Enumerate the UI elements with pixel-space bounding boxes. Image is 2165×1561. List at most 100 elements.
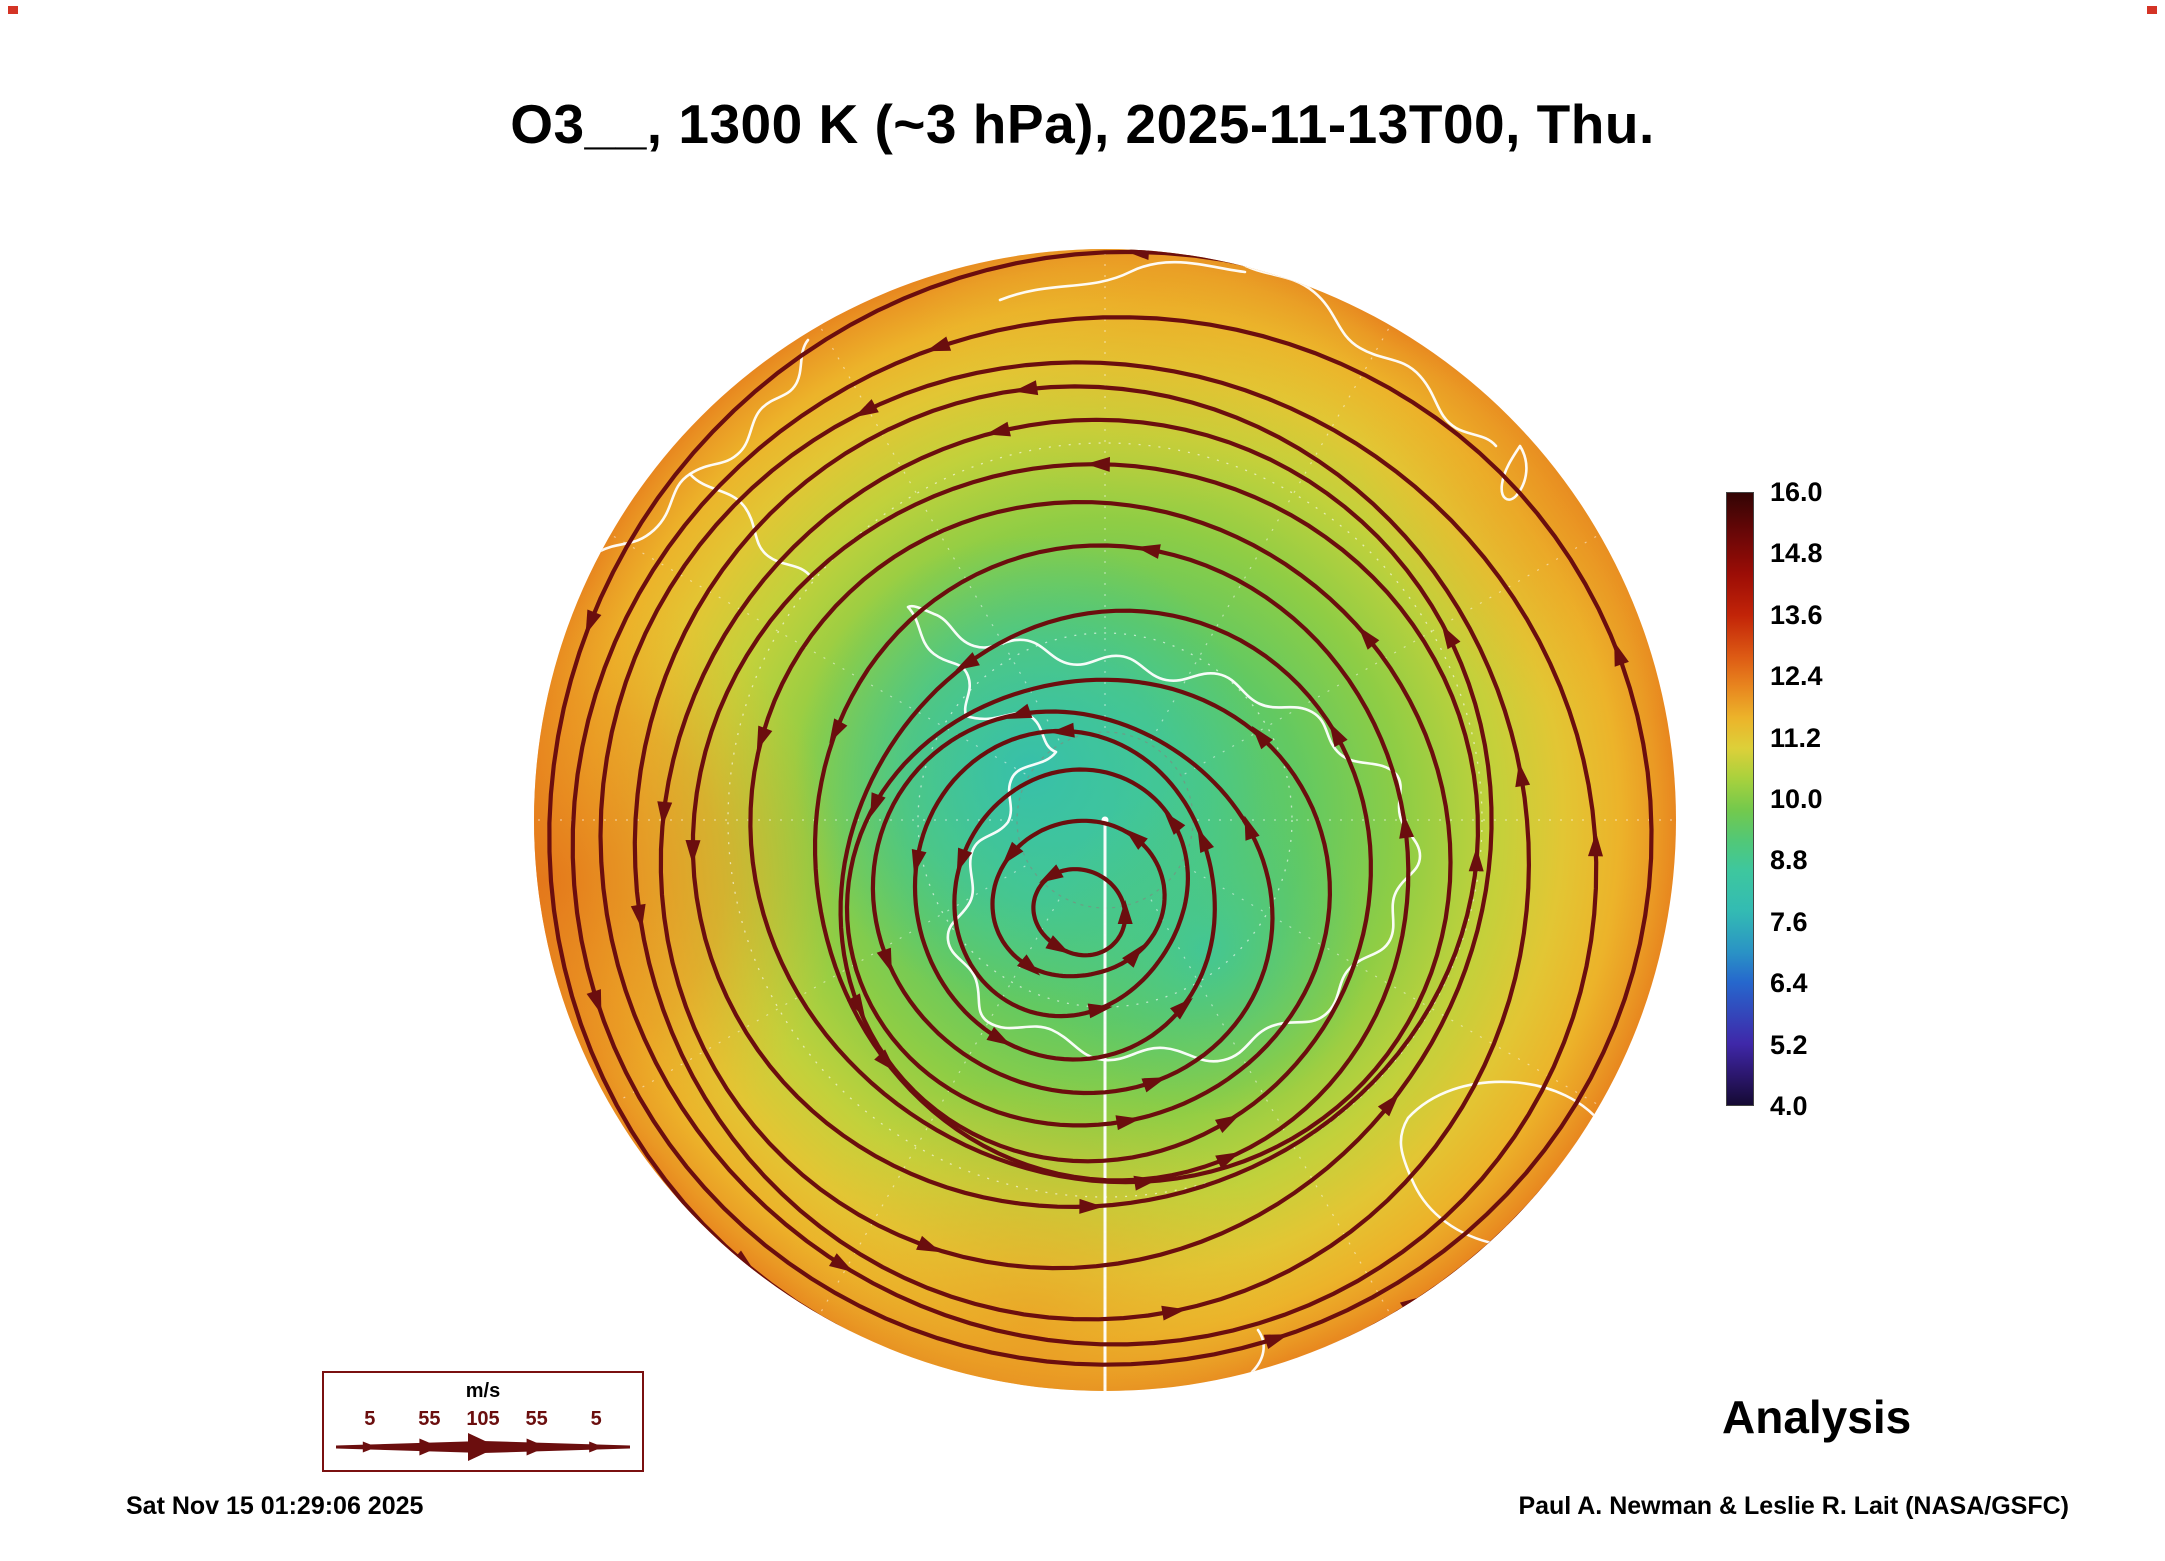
flow-arrow	[1079, 1198, 1104, 1214]
streamline-ring	[990, 818, 1167, 979]
madagascar-coast	[1500, 444, 1528, 501]
wind-legend-arrow	[362, 1441, 377, 1453]
product-label: Analysis	[1722, 1391, 1912, 1443]
flow-arrow	[586, 989, 602, 1015]
flow-arrow	[1122, 944, 1144, 968]
flow-arrow	[846, 993, 866, 1018]
wind-legend-value: 55	[418, 1408, 440, 1430]
wind-speed-legend: m/s 5 55 105 55 5	[322, 1371, 644, 1472]
flow-arrow	[1244, 815, 1260, 841]
flow-arrow	[1161, 1305, 1187, 1321]
colorbar-tick-label: 12.4	[1770, 661, 1823, 692]
flow-arrow	[1329, 722, 1348, 748]
flow-arrow	[1117, 900, 1133, 924]
flow-arrow	[1197, 828, 1214, 853]
streamline-ring	[870, 709, 1275, 1096]
streamline-ring	[748, 499, 1453, 1185]
flow-arrow	[1377, 1093, 1400, 1117]
colorbar-tick-label: 5.2	[1770, 1029, 1808, 1060]
africa-coast	[1236, 260, 1498, 448]
streamline-ring	[1031, 867, 1128, 958]
flow-arrow	[926, 336, 952, 352]
flow-arrow	[1441, 624, 1461, 650]
flow-arrow	[1215, 1114, 1240, 1133]
corner-mark-left	[8, 6, 18, 14]
wind-legend-arrow	[419, 1438, 440, 1456]
ozone-field-layer	[534, 249, 1676, 1391]
flow-arrow	[1087, 1003, 1113, 1019]
colorbar-tick-label: 4.0	[1770, 1091, 1808, 1121]
flow-arrow	[1017, 954, 1041, 976]
wind-legend-value: 55	[525, 1408, 547, 1430]
corner-mark-right	[2147, 6, 2157, 14]
credit-line: Paul A. Newman & Leslie R. Lait (NASA/GS…	[1518, 1492, 2069, 1520]
colorbar-tick-label: 14.8	[1770, 538, 1823, 569]
south-america-coast	[596, 338, 810, 554]
flow-arrow	[1614, 641, 1629, 667]
flow-arrow	[1050, 722, 1075, 738]
flow-arrow	[1013, 380, 1039, 396]
flow-arrow	[630, 903, 646, 929]
flow-arrow	[1662, 662, 1676, 688]
colorbar-tick-label: 10.0	[1770, 784, 1823, 814]
colorbar-tick-label: 6.4	[1770, 968, 1808, 999]
streamline-ring	[844, 677, 1333, 1128]
flow-arrow	[585, 609, 602, 635]
streamline-ring	[632, 384, 1532, 1322]
wind-speed-legend-graphic: m/s5 55 105 55 5	[336, 1380, 630, 1461]
creation-timestamp: Sat Nov 15 01:29:06 2025	[126, 1492, 424, 1520]
flow-arrow	[874, 1049, 897, 1072]
flow-arrow	[829, 1253, 854, 1273]
coastlines-layer	[596, 260, 1621, 1374]
flow-arrow	[955, 652, 980, 671]
colorbar-tick-label: 13.6	[1770, 599, 1823, 630]
flow-arrow	[1164, 811, 1186, 835]
wind-legend-arrow	[526, 1438, 547, 1456]
plot-title: O3__, 1300 K (~3 hPa), 2025-11-13T00, Th…	[510, 93, 1655, 155]
flow-arrow	[1133, 1175, 1159, 1191]
wind-legend-arrow	[468, 1433, 498, 1461]
wind-legend-units: m/s	[466, 1380, 500, 1402]
colorbar: 16.0 14.8 13.6 12.4 11.2 10.0 8.8 7.6 6.4 5.2 4.0	[1726, 477, 1886, 1121]
wind-legend-value: 5	[364, 1408, 375, 1430]
flow-arrow	[657, 801, 673, 826]
colorbar-tick-label: 11.2	[1770, 722, 1822, 753]
flow-arrow	[1039, 864, 1064, 883]
streamline-ring	[570, 315, 1654, 1367]
flow-arrow	[876, 947, 892, 973]
colorbar-gradient	[1726, 492, 1754, 1106]
flow-arrow	[1263, 1334, 1289, 1349]
flow-arrow	[985, 421, 1011, 437]
flow-arrow	[829, 718, 848, 744]
flow-arrow	[731, 1250, 755, 1272]
flow-arrow	[1141, 1077, 1167, 1093]
flow-arrow	[1124, 828, 1148, 850]
colorbar-tick-label: 16.0	[1770, 477, 1823, 507]
flow-arrow	[1170, 997, 1193, 1020]
flow-arrow	[1358, 626, 1380, 650]
flow-arrow	[1135, 544, 1161, 559]
streamline-ring	[952, 767, 1191, 1019]
flow-arrow	[1007, 703, 1033, 719]
flow-arrow	[1045, 935, 1070, 954]
streamline-ring	[912, 728, 1217, 1062]
wind-legend-value: 5	[591, 1408, 602, 1430]
wind-legend-value: 105	[466, 1408, 499, 1430]
flow-arrow	[1002, 841, 1024, 865]
flow-arrow	[1588, 832, 1603, 857]
colorbar-tick-label: 7.6	[1770, 906, 1808, 937]
streamline-ring	[598, 360, 1599, 1347]
colorbar-tick-label: 8.8	[1770, 845, 1808, 876]
flow-arrow	[1215, 1152, 1241, 1170]
flow-arrow	[986, 1026, 1011, 1046]
flow-arrow	[1115, 1115, 1141, 1131]
streamline-ring	[813, 543, 1411, 1183]
flow-arrow	[1124, 249, 1150, 260]
flow-arrow	[870, 792, 886, 818]
flow-arrow	[1085, 456, 1110, 472]
globe-layers	[534, 249, 1676, 1391]
flow-arrow	[854, 399, 879, 418]
flow-arrow	[1468, 847, 1484, 872]
